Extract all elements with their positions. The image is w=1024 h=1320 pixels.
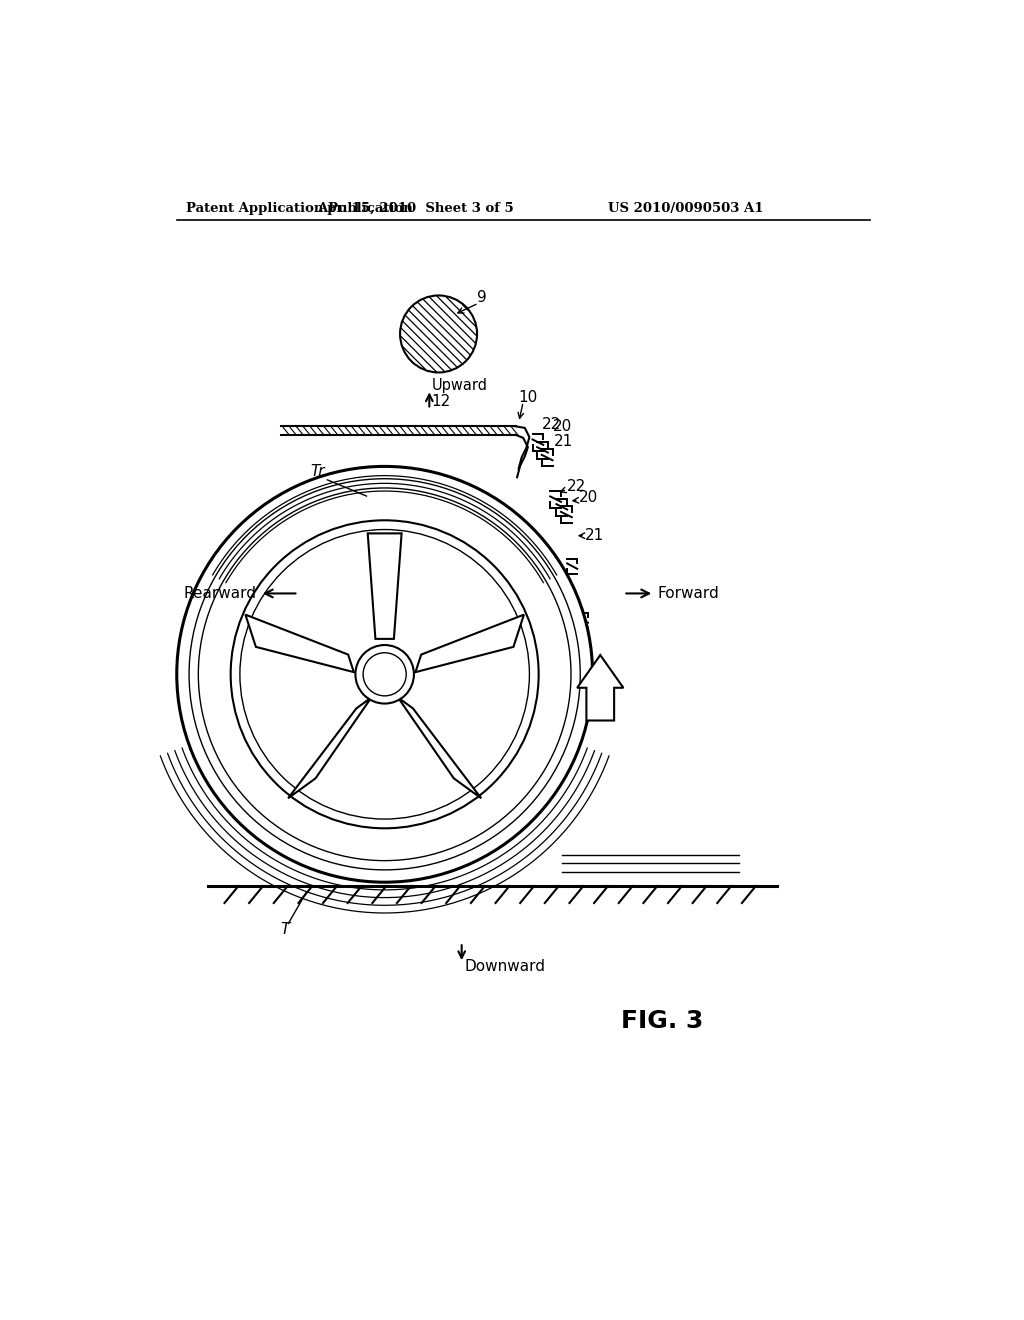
Circle shape — [364, 653, 407, 696]
Text: FIG. 3: FIG. 3 — [621, 1008, 703, 1032]
Text: 22: 22 — [567, 479, 587, 494]
Circle shape — [177, 466, 593, 882]
Polygon shape — [246, 615, 354, 672]
Text: Downward: Downward — [465, 960, 546, 974]
Text: Tr: Tr — [310, 463, 326, 479]
Text: T: T — [281, 923, 290, 937]
Text: 22: 22 — [542, 417, 561, 432]
Text: Upward: Upward — [432, 378, 487, 393]
Text: Rearward: Rearward — [183, 586, 256, 601]
Text: 20: 20 — [579, 490, 598, 504]
Polygon shape — [368, 533, 401, 639]
Text: 20: 20 — [553, 418, 571, 434]
Text: Patent Application Publication: Patent Application Publication — [186, 202, 413, 215]
Polygon shape — [578, 655, 624, 721]
Text: 21: 21 — [585, 528, 604, 544]
Text: US 2010/0090503 A1: US 2010/0090503 A1 — [608, 202, 764, 215]
Text: 10: 10 — [518, 389, 538, 405]
Text: Apr. 15, 2010  Sheet 3 of 5: Apr. 15, 2010 Sheet 3 of 5 — [317, 202, 514, 215]
Polygon shape — [398, 697, 481, 799]
Text: Forward: Forward — [657, 586, 719, 601]
Text: 21: 21 — [554, 434, 573, 449]
Polygon shape — [288, 697, 372, 799]
Text: 9: 9 — [477, 289, 486, 305]
Polygon shape — [416, 615, 524, 672]
Circle shape — [400, 296, 477, 372]
Circle shape — [355, 645, 414, 704]
Text: 12: 12 — [432, 395, 451, 409]
